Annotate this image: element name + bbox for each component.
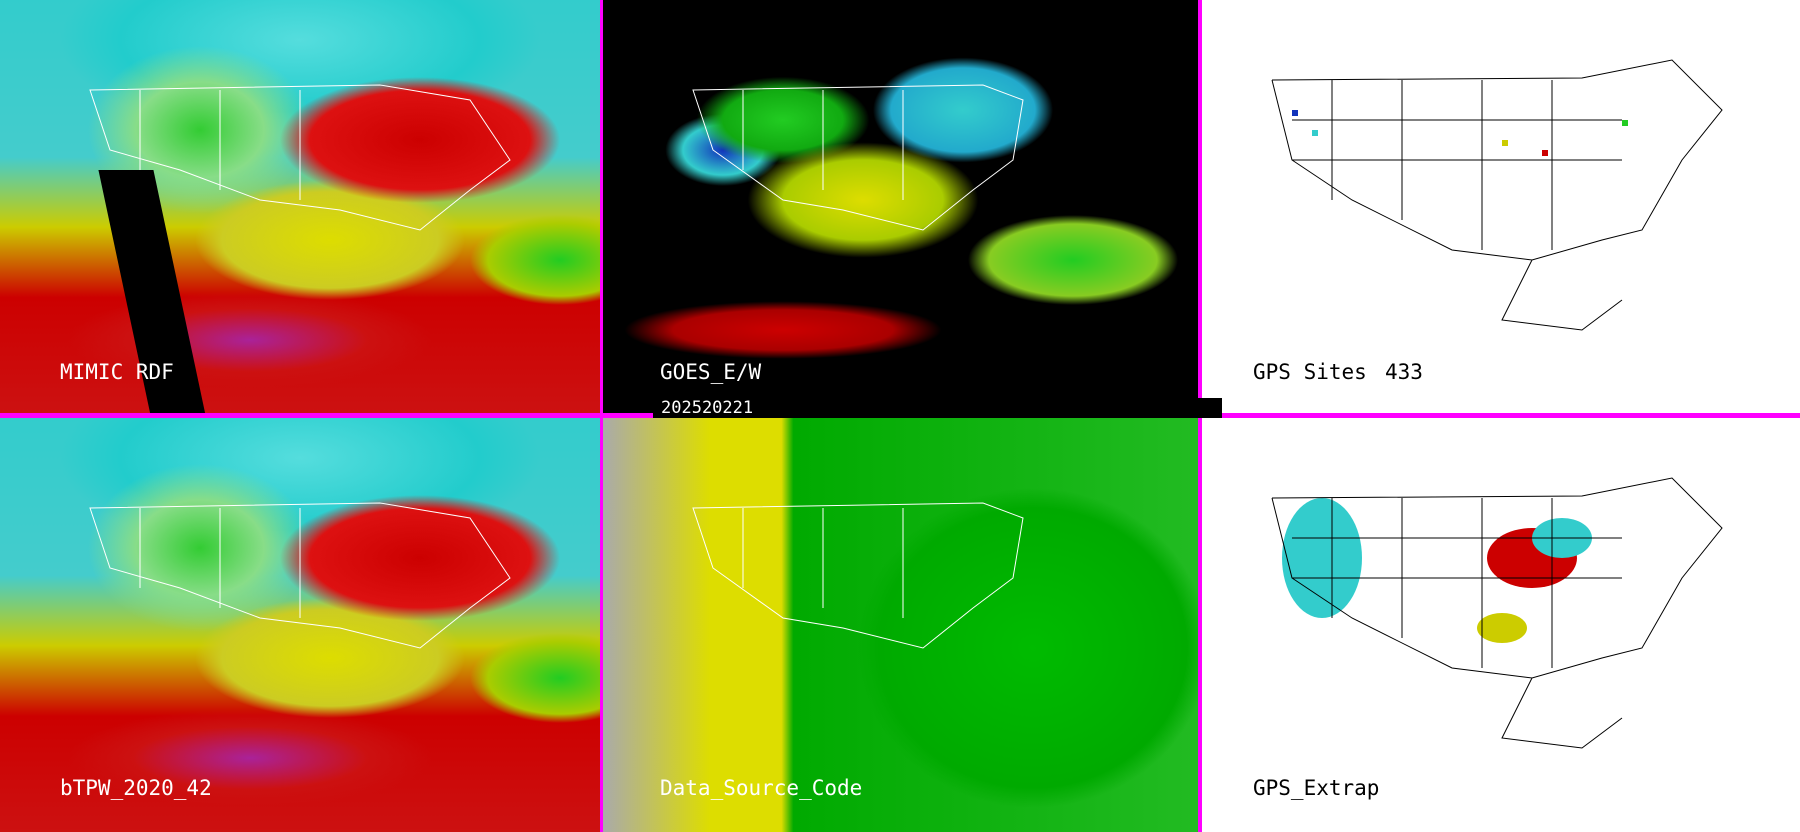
gps-site-marker: [1542, 150, 1548, 156]
map-borders: [692, 502, 1024, 649]
gps-site-marker: [1502, 140, 1508, 146]
panel-label: GPS Sites: [1253, 360, 1367, 384]
gps-site-marker: [1622, 120, 1628, 126]
panel-label: Data_Source_Code: [660, 776, 863, 800]
date-bar: 202520221: [653, 398, 1221, 418]
map-borders: [89, 84, 511, 231]
color-key-square: [1202, 398, 1222, 418]
panel-label: MIMIC RDF: [60, 360, 174, 384]
panel-label: bTPW_2020_42: [60, 776, 212, 800]
panel-label: GPS_Extrap: [1253, 776, 1380, 800]
map-borders: [692, 84, 1024, 231]
site-count: 433: [1385, 360, 1423, 384]
map-borders: [1271, 59, 1723, 331]
panel-label: GOES_E/W: [660, 360, 762, 384]
data-source-code-panel: Data_Source_Code: [603, 418, 1198, 832]
gps-sites-panel: GPS Sites 433: [1202, 0, 1800, 413]
gps-site-marker: [1292, 110, 1298, 116]
map-borders: [89, 502, 511, 649]
gps-site-marker: [1312, 130, 1318, 136]
mimic-rdf-panel: MIMIC RDF: [0, 0, 600, 413]
gps-extrap-panel: GPS_Extrap: [1202, 418, 1800, 832]
map-borders: [1271, 477, 1723, 749]
goes-panel: GOES_E/W: [603, 0, 1198, 413]
btpw-panel: bTPW_2020_42: [0, 418, 600, 832]
